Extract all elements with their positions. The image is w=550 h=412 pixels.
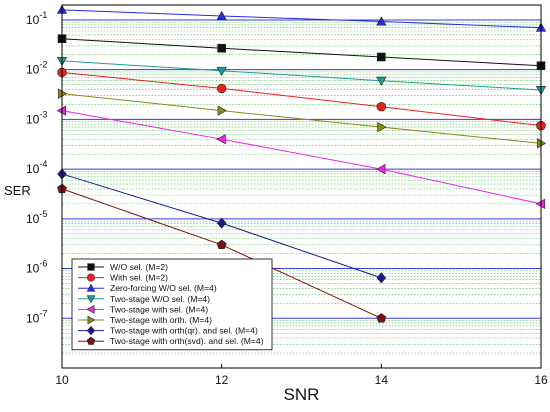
triangle-right-marker xyxy=(377,121,387,133)
y-tick-label: 10-5 xyxy=(26,209,47,226)
y-tick-label: 10-7 xyxy=(26,308,47,325)
pentagon-marker xyxy=(216,239,227,250)
series-line xyxy=(61,110,542,205)
legend-entry: W/O sel. (M=2) xyxy=(78,262,168,272)
legend-label: Two-stage with sel. (M=4) xyxy=(110,304,208,314)
series-line xyxy=(61,38,542,67)
x-axis-title: SNR xyxy=(284,385,320,404)
square-marker xyxy=(87,263,95,271)
series-4 xyxy=(56,56,547,96)
legend-entry: Zero-forcing W/O sel. (M=4) xyxy=(78,283,217,293)
plot-frame xyxy=(61,4,542,369)
pentagon-marker xyxy=(86,336,96,345)
circle-marker xyxy=(87,273,95,282)
triangle-down-marker xyxy=(216,66,227,77)
series-line xyxy=(61,9,542,29)
triangle-up-marker xyxy=(376,16,387,26)
triangle-down-marker xyxy=(86,295,96,304)
legend-label: Two-stage with orth. (M=4) xyxy=(110,315,212,325)
legend-entry: Two-stage with sel. (M=4) xyxy=(78,304,208,314)
legend-label: Zero-forcing W/O sel. (M=4) xyxy=(110,283,217,293)
triangle-right-marker xyxy=(217,105,227,116)
series-7 xyxy=(57,168,387,284)
legend-label: With sel. (M=2) xyxy=(110,273,168,283)
axis-ticks: 10 12 14 16 10-1 10-2 10-3 10-4 10-5 10-6 10-7 xyxy=(26,10,548,387)
pentagon-marker xyxy=(376,313,387,323)
series-8 xyxy=(57,183,387,323)
y-tick-label: 10-4 xyxy=(26,159,47,176)
square-marker xyxy=(217,43,226,53)
diamond-marker xyxy=(86,325,96,336)
legend-label: Two-stage with orth(svd). and sel. (M=4) xyxy=(110,336,264,346)
x-tick-label: 12 xyxy=(215,373,229,387)
circle-marker xyxy=(216,83,227,94)
legend-entry: Two-stage W/O sel. (M=4) xyxy=(78,294,210,304)
legend-label: Two-stage with orth(qr). and sel. (M=4) xyxy=(110,326,258,336)
triangle-left-marker xyxy=(216,134,226,145)
triangle-left-marker xyxy=(376,164,386,175)
x-tick-label: 10 xyxy=(55,373,69,387)
triangle-down-marker xyxy=(376,76,387,86)
legend-label: Two-stage W/O sel. (M=4) xyxy=(110,294,210,304)
legend-label: W/O sel. (M=2) xyxy=(110,262,168,272)
y-tick-label: 10-6 xyxy=(26,259,47,276)
series-line xyxy=(61,60,542,91)
triangle-up-marker xyxy=(86,283,96,292)
y-tick-label: 10-1 xyxy=(26,10,47,27)
legend: W/O sel. (M=2)With sel. (M=2)Zero-forcin… xyxy=(71,258,273,351)
series-line xyxy=(61,71,542,127)
legend-entry: Two-stage with orth. (M=4) xyxy=(78,315,212,325)
diamond-marker xyxy=(376,272,387,284)
square-marker xyxy=(377,52,386,62)
circle-marker xyxy=(376,102,387,112)
legend-entry: Two-stage with orth(qr). and sel. (M=4) xyxy=(78,326,258,336)
series-2 xyxy=(57,67,546,131)
series-6 xyxy=(58,88,547,149)
legend-entry: With sel. (M=2) xyxy=(78,273,168,283)
y-axis-title: SER xyxy=(4,183,31,198)
legend-entry: Two-stage with orth(svd). and sel. (M=4) xyxy=(78,336,264,346)
diamond-marker xyxy=(216,217,227,229)
y-tick-label: 10-3 xyxy=(26,109,47,126)
series-3 xyxy=(56,4,547,32)
legend-box xyxy=(71,258,273,351)
triangle-right-marker xyxy=(87,315,96,325)
series-line xyxy=(61,93,542,144)
x-tick-label: 14 xyxy=(375,373,389,387)
triangle-up-marker xyxy=(216,10,227,21)
triangle-left-marker xyxy=(86,305,95,314)
y-tick-label: 10-2 xyxy=(26,60,47,77)
x-tick-label: 16 xyxy=(534,373,548,387)
